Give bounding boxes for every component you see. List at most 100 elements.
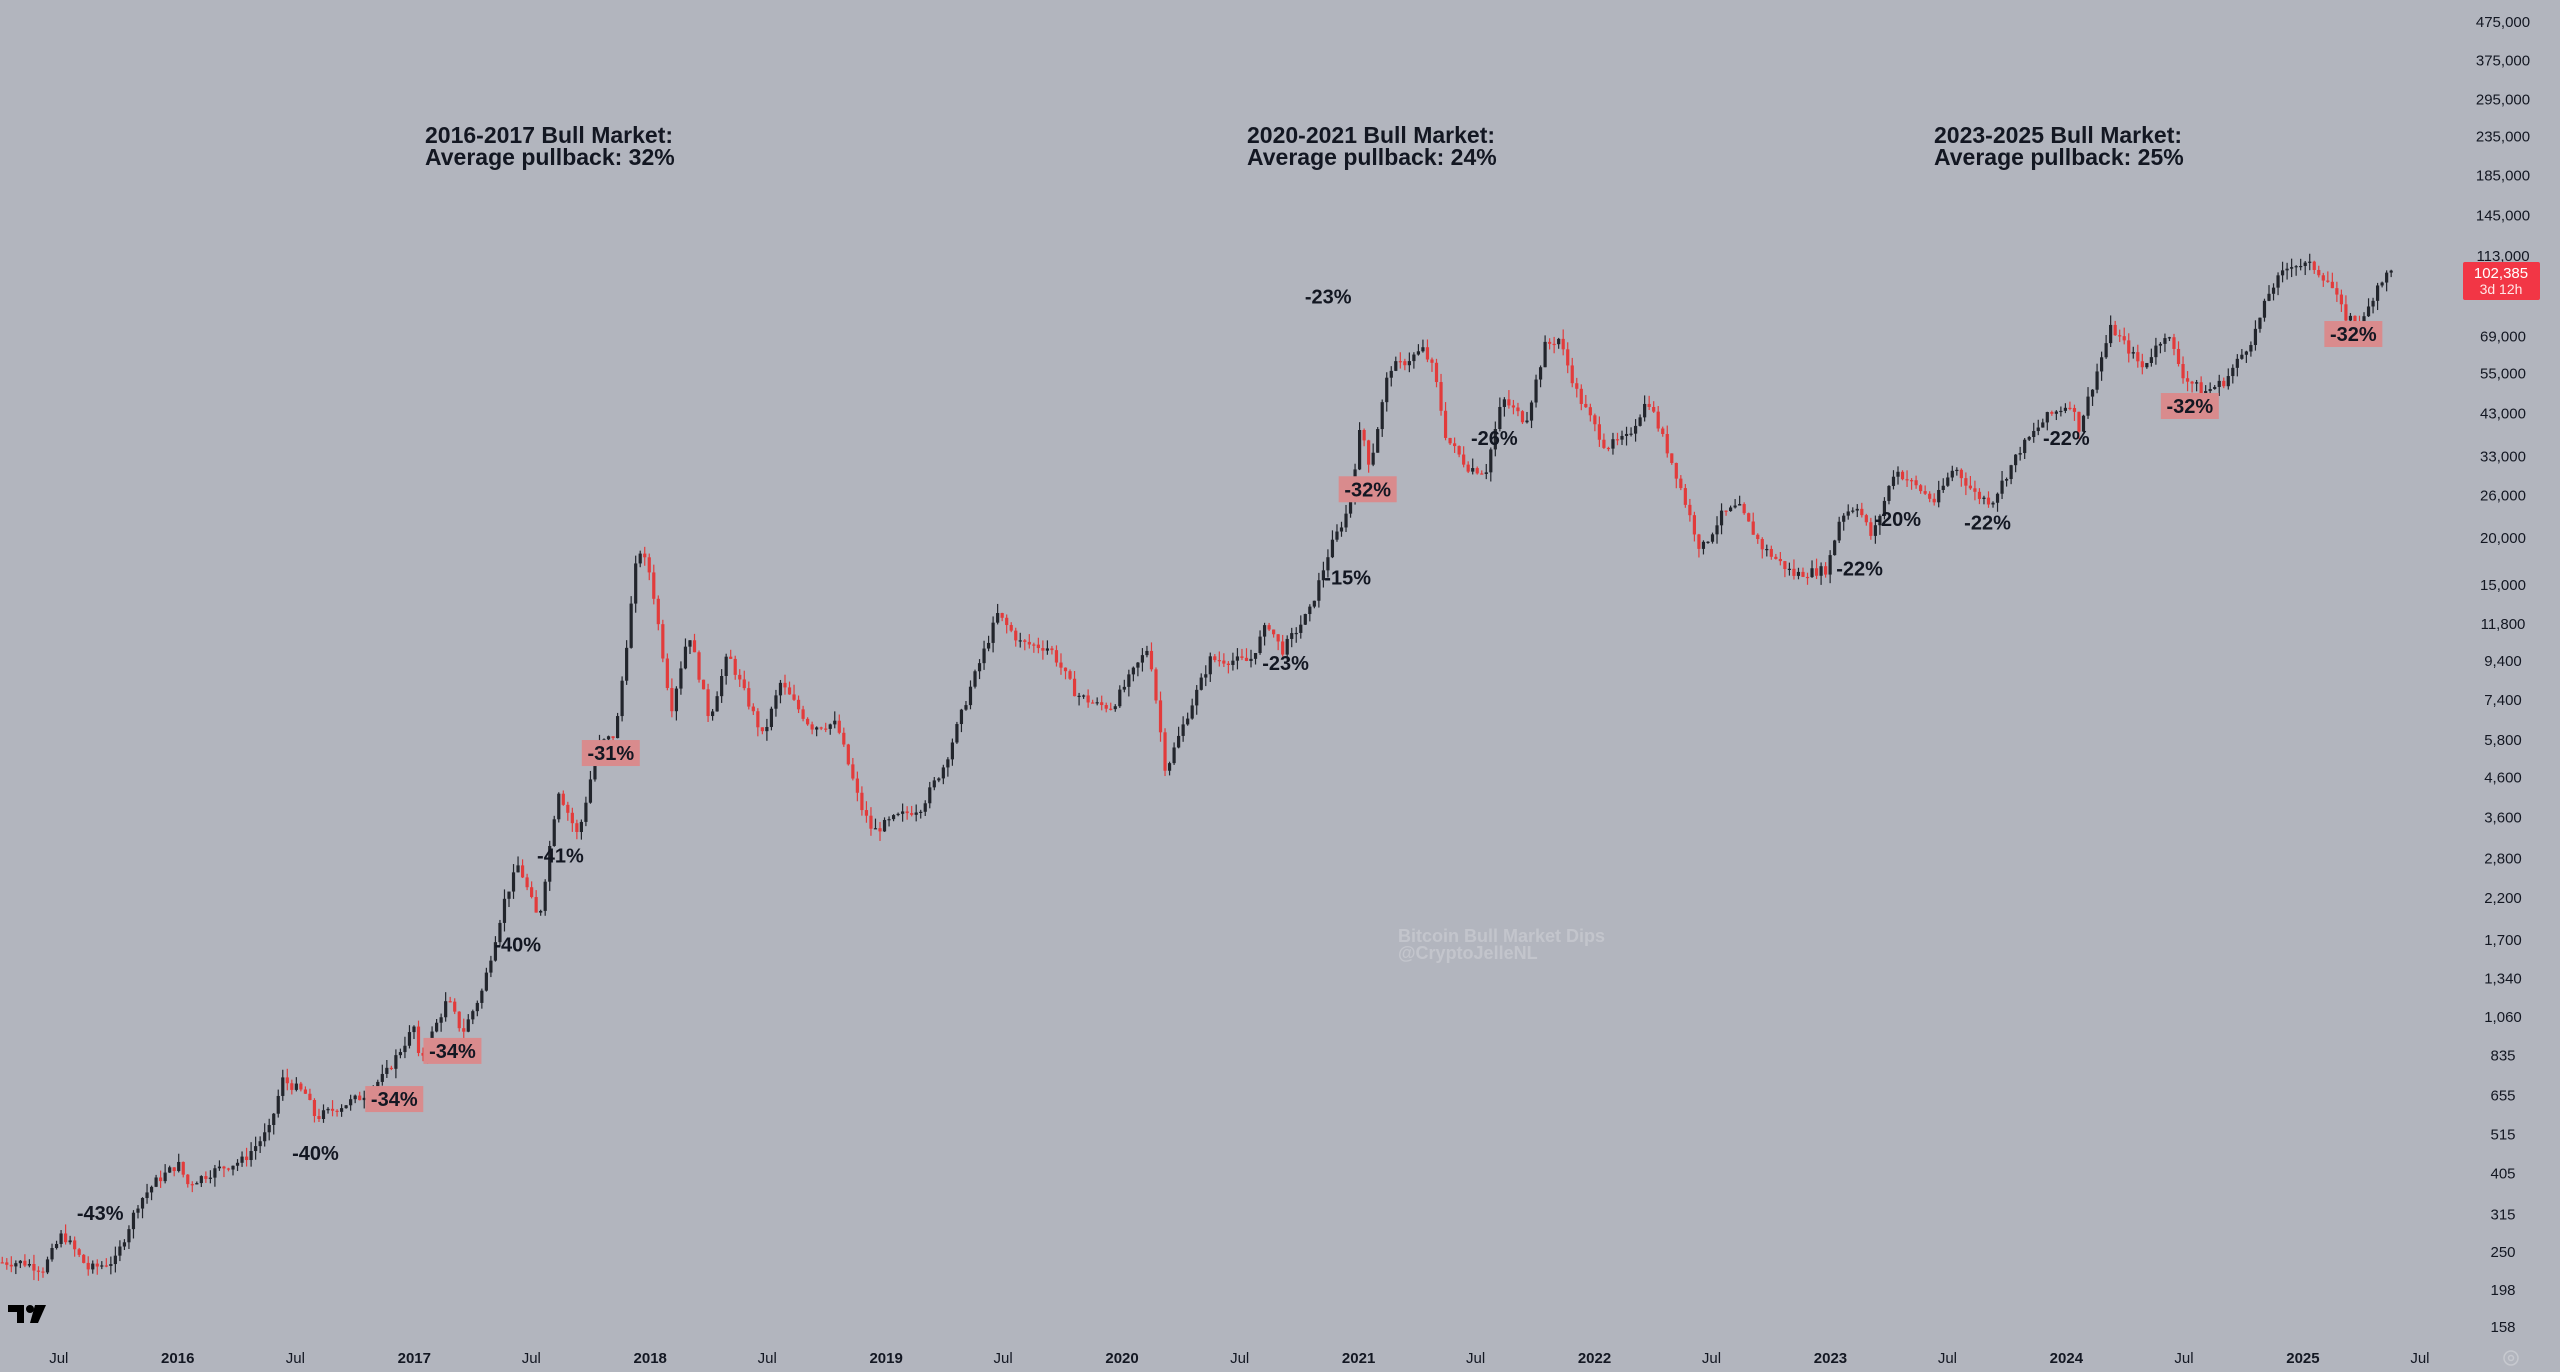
candle-body bbox=[2004, 479, 2009, 481]
candle bbox=[2181, 356, 2185, 384]
pullback-label-text: -26% bbox=[1471, 428, 1518, 450]
candle bbox=[1412, 352, 1416, 369]
candle-body bbox=[2285, 268, 2289, 271]
candle-body bbox=[1267, 625, 1271, 630]
candle-body bbox=[923, 803, 927, 812]
price-axis[interactable]: 475,000 375,000 295,000 235,000 185,000 145,0… bbox=[2476, 14, 2530, 1336]
candle bbox=[928, 781, 932, 809]
candle-body bbox=[661, 624, 665, 659]
time-axis[interactable]: Jul 2016 Jul 2017 Jul 2018 Jul 2019 Jul 2020 Jul 20… bbox=[49, 1350, 2429, 1367]
candle-body bbox=[1072, 678, 1077, 697]
candle bbox=[1900, 470, 1905, 481]
candle-body bbox=[1403, 361, 1407, 366]
candle bbox=[1036, 637, 1040, 654]
candle bbox=[41, 1267, 45, 1278]
candle bbox=[389, 1065, 393, 1071]
candle-body bbox=[2226, 376, 2230, 387]
candle bbox=[32, 1254, 36, 1281]
candle-body bbox=[579, 821, 583, 833]
candle-body bbox=[882, 819, 887, 832]
candle-body bbox=[32, 1264, 36, 1271]
candle-body bbox=[1941, 485, 1945, 490]
candle-body bbox=[1258, 636, 1262, 654]
pullback-label: -34% bbox=[365, 1086, 424, 1113]
candle-body bbox=[376, 1081, 380, 1088]
candle bbox=[1484, 463, 1488, 480]
candle-body bbox=[1276, 634, 1280, 642]
candle bbox=[407, 1025, 412, 1049]
candle bbox=[2249, 341, 2253, 357]
candle-body bbox=[2317, 269, 2321, 276]
candle-body bbox=[774, 695, 778, 709]
candle-body bbox=[1751, 521, 1755, 535]
candle-body bbox=[584, 802, 588, 822]
candle bbox=[2131, 346, 2135, 359]
candle bbox=[1986, 491, 1991, 508]
candle bbox=[18, 1260, 22, 1269]
candle bbox=[910, 805, 914, 817]
candle-body bbox=[181, 1161, 185, 1175]
candle bbox=[1082, 694, 1086, 699]
candle-body bbox=[1131, 667, 1135, 675]
candle bbox=[557, 792, 561, 823]
candle-body bbox=[2312, 261, 2316, 270]
candle-body bbox=[2176, 348, 2181, 364]
candle-body bbox=[919, 811, 923, 813]
candle-body bbox=[611, 736, 615, 739]
candle-body bbox=[539, 910, 543, 913]
candle bbox=[1199, 673, 1203, 691]
candle bbox=[1439, 373, 1443, 416]
candle-body bbox=[2290, 267, 2294, 269]
candle bbox=[1389, 366, 1393, 387]
candle bbox=[2262, 298, 2267, 322]
candle bbox=[2054, 410, 2058, 421]
candle-body bbox=[2339, 294, 2343, 305]
pullback-label-highlight bbox=[423, 1037, 482, 1064]
candle-body bbox=[1959, 469, 1963, 479]
candle-body bbox=[634, 563, 638, 604]
candle bbox=[1941, 478, 1945, 493]
candle-body bbox=[2045, 412, 2049, 423]
candle-body bbox=[1394, 361, 1398, 371]
candle-body bbox=[2118, 335, 2122, 337]
candle-body bbox=[860, 792, 864, 811]
candle-body bbox=[1525, 420, 1529, 423]
candle-body bbox=[1783, 561, 1787, 570]
candle-body bbox=[1208, 656, 1212, 675]
tradingview-logo-icon[interactable] bbox=[8, 1303, 48, 1332]
candle bbox=[321, 1104, 326, 1123]
candle-body bbox=[480, 990, 484, 1003]
candle-body bbox=[1145, 650, 1149, 656]
candle-body bbox=[416, 1026, 421, 1053]
candle bbox=[2303, 261, 2307, 276]
candle bbox=[1511, 399, 1516, 415]
candle bbox=[1873, 515, 1877, 544]
candle-body bbox=[131, 1212, 136, 1230]
candle bbox=[36, 1266, 41, 1281]
candle bbox=[1272, 629, 1276, 638]
candle bbox=[254, 1136, 258, 1160]
candle-body bbox=[1937, 489, 1941, 503]
candle-body bbox=[113, 1255, 117, 1265]
candle-body bbox=[2208, 389, 2212, 392]
candle-body bbox=[1824, 566, 1828, 575]
candle bbox=[1643, 395, 1647, 422]
candle bbox=[1674, 462, 1678, 489]
candle bbox=[2208, 382, 2212, 394]
candle-body bbox=[1425, 347, 1430, 360]
candle bbox=[435, 1018, 439, 1033]
price-axis-tick-label: 26,000 bbox=[2480, 487, 2526, 504]
candle-body bbox=[2154, 345, 2158, 358]
candle bbox=[159, 1170, 163, 1188]
candle-body bbox=[864, 810, 869, 816]
candle-body bbox=[851, 764, 855, 779]
candle bbox=[896, 812, 900, 817]
candle-body bbox=[914, 812, 918, 815]
candle bbox=[2199, 376, 2203, 394]
candle-body bbox=[2375, 285, 2380, 301]
candle-body bbox=[1466, 464, 1470, 472]
candle bbox=[1692, 511, 1697, 542]
settings-icon[interactable] bbox=[2502, 1349, 2520, 1372]
